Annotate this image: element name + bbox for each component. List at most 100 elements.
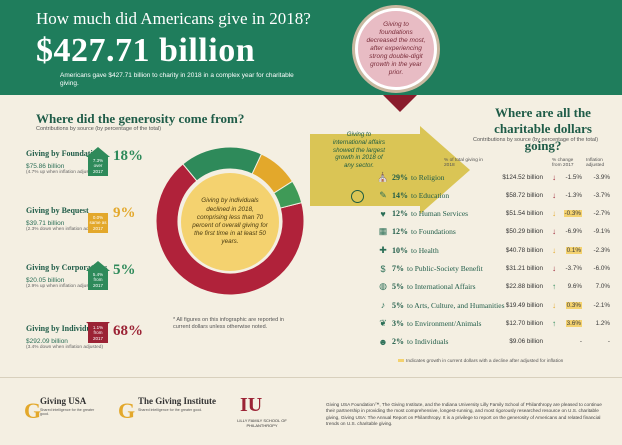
recipient-icon: ☻ xyxy=(378,336,388,347)
globe-icon xyxy=(351,190,364,203)
recipient-percent: 14% xyxy=(392,190,408,200)
recipient-change: -1.5% xyxy=(560,174,582,181)
recipient-label: to Arts, Culture, and Humanities xyxy=(407,300,505,310)
recipient-row: $7% to Public-Society Benefit $31.21 billi… xyxy=(376,262,616,276)
change-value: -0.3% xyxy=(563,210,582,218)
change-value: 0.3% xyxy=(565,301,582,309)
donut-slice-0 xyxy=(155,163,305,296)
source-note: (3.4% down when inflation adjusted) xyxy=(26,344,104,350)
recipient-icon: ▦ xyxy=(378,226,388,237)
source-amount: $292.09 billion xyxy=(26,337,68,345)
left-title: Where did the generosity come from? xyxy=(36,111,245,126)
recipient-icon: ✚ xyxy=(379,244,387,255)
flow-arrow-icon xyxy=(310,126,470,214)
source-amount: $39.71 billion xyxy=(26,219,65,227)
source-3: Giving by Individuals $292.09 billion (3.4… xyxy=(26,324,156,350)
recipient-percent: 7% xyxy=(392,264,404,273)
giving-institute-logo: The Giving Institute Shared intelligence … xyxy=(138,396,218,413)
recipient-label: to Individuals xyxy=(407,337,449,347)
footer xyxy=(0,377,622,445)
change-arrow-icon: ↓ xyxy=(552,209,556,219)
source-name: Giving by Foundations xyxy=(26,149,105,158)
logo2-text: The Giving Institute xyxy=(138,396,217,406)
recipient-change: -6.9% xyxy=(560,228,582,235)
change-badge: 5.4% from 2017 xyxy=(88,270,108,291)
source-2: Giving by Corporations $20.05 billion (2.9… xyxy=(26,263,156,289)
source-note: (4.7% up when inflation adjusted) xyxy=(26,169,97,175)
change-badge: 0.0% same as 2017 xyxy=(88,213,108,234)
recipient-row: ▦ 12% to Foundations $50.29 billion ↓ -6.9% -9… xyxy=(376,225,616,239)
source-percent: 68% xyxy=(113,323,143,339)
recipient-change: 0.1% xyxy=(560,246,582,254)
down-arrow-icon xyxy=(383,95,417,112)
recipient-percent: 5% xyxy=(392,282,404,292)
recipient-inflation: -3.9% xyxy=(593,173,610,181)
change-arrow-icon: ↓ xyxy=(552,245,556,255)
recipient-label: to Religion xyxy=(411,172,445,182)
recipient-row: ♥ 12% to Human Services $51.54 billion ↓ -0.3… xyxy=(376,207,616,221)
recipient-inflation: - xyxy=(607,338,610,346)
recipient-value: $51.54 billion xyxy=(505,210,543,218)
source-percent: 18% xyxy=(113,148,143,164)
change-value: - xyxy=(579,338,582,346)
recipient-inflation: 1.2% xyxy=(595,319,610,327)
logo2-sub: Shared intelligence for the greater good… xyxy=(138,408,203,413)
header-question: How much did Americans give in 2018? xyxy=(36,9,311,28)
recipient-label: to International Affairs xyxy=(407,282,476,292)
recipient-value: $50.29 billion xyxy=(505,228,543,236)
recipient-value: $31.21 billion xyxy=(505,265,543,272)
giving-usa-logo-icon: G xyxy=(24,398,42,423)
foundations-callout: Giving to foundations decreased the most… xyxy=(355,8,437,90)
recipient-inflation: -2.3% xyxy=(593,246,610,254)
change-badge: 7.3% over 2017 xyxy=(88,156,108,177)
source-note: (2.9% up when inflation adjusted) xyxy=(26,283,97,289)
recipient-percent: 12% xyxy=(392,227,408,237)
change-arrow-icon: ↓ xyxy=(552,264,556,273)
col-total-header: % of total giving in 2018 xyxy=(444,158,483,168)
recipient-change: - xyxy=(560,338,582,345)
change-arrow-icon: ↓ xyxy=(552,172,556,182)
recipient-value: $40.78 billion xyxy=(505,246,543,254)
giving-usa-logo: Giving USA Shared intelligence for the gr… xyxy=(40,396,100,417)
col-change-header: % change from 2017 xyxy=(552,158,574,168)
recipient-percent: 5% xyxy=(392,300,404,310)
recipient-inflation: -6.0% xyxy=(593,265,610,272)
logo1-sub: Shared intelligence for the greater good… xyxy=(40,408,95,417)
change-arrow-icon: ↓ xyxy=(552,190,556,200)
recipient-label: to Health xyxy=(411,245,439,255)
right-title: Where are all the charitable dollars goi… xyxy=(494,105,592,153)
recipient-inflation: -2.1% xyxy=(593,301,610,309)
source-percent: 9% xyxy=(113,205,136,221)
footnote: * All figures on this infographic are re… xyxy=(173,317,284,330)
recipient-row: ✎ 14% to Education $58.72 billion ↓ -1.3% -3.7… xyxy=(376,188,616,202)
change-badge: 1.1% from 2017 xyxy=(88,323,108,344)
donut-chart xyxy=(155,146,305,296)
change-value: -1.5% xyxy=(565,173,582,181)
recipient-value: $12.70 billion xyxy=(505,319,543,327)
recipient-change: -3.7% xyxy=(560,265,582,272)
recipient-row: ✚ 10% to Health $40.78 billion ↓ 0.1% -2.3% xyxy=(376,243,616,257)
change-value: -3.7% xyxy=(565,265,582,272)
recipient-row: ☻ 2% to Individuals $9.06 billion - - xyxy=(376,335,616,349)
source-percent: 5% xyxy=(113,262,136,278)
source-name: Giving by Corporations xyxy=(26,263,108,272)
recipient-inflation: -3.7% xyxy=(593,191,610,199)
change-arrow-icon: ↑ xyxy=(552,282,556,292)
giving-institute-logo-icon: G xyxy=(118,398,136,423)
legend: Indicates growth in current dollars with… xyxy=(398,359,563,364)
donut-slice-3 xyxy=(273,180,303,209)
header-subtitle: Americans gave $427.71 billion to charit… xyxy=(60,72,294,88)
source-0: Giving by Foundations $75.86 billion (4.7%… xyxy=(26,149,156,175)
recipient-change: -0.3% xyxy=(560,210,582,218)
recipient-percent: 10% xyxy=(392,245,408,255)
recipient-row: ⛪ 29% to Religion $124.52 billion ↓ -1.5% -3.9… xyxy=(376,170,616,184)
source-1: Giving by Bequest $39.71 billion (2.3% dow… xyxy=(26,206,156,232)
recipient-change: -1.3% xyxy=(560,192,582,199)
legend-swatch xyxy=(398,359,404,362)
recipient-percent: 2% xyxy=(392,337,404,347)
recipient-percent: 3% xyxy=(392,318,404,328)
recipient-label: to Foundations xyxy=(411,227,456,237)
recipient-icon: ⛪ xyxy=(377,171,389,182)
change-value: -6.9% xyxy=(565,228,582,236)
recipient-value: $22.88 billion xyxy=(505,283,543,291)
